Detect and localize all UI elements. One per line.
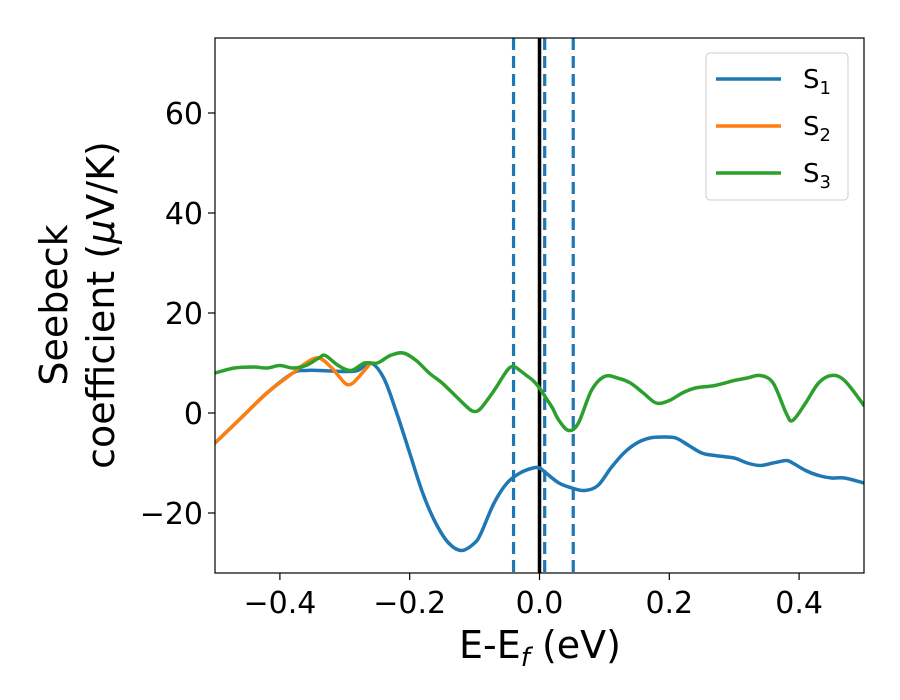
reference-lines [511, 38, 575, 573]
legend: S1 S2 S3 [705, 52, 849, 201]
y-tick-label: 60 [165, 97, 203, 132]
x-tick-label: 0.4 [775, 586, 823, 621]
y-axis-label-line2: coefficient (μV/K) [79, 141, 123, 469]
x-tick-label: −0.4 [243, 586, 316, 621]
legend-label-s3: S3 [803, 159, 831, 193]
x-axis-label: E-Ef (eV) [459, 623, 621, 673]
series-lines [215, 351, 864, 553]
legend-label-s2: S2 [803, 112, 831, 146]
y-tick-label: 40 [165, 197, 203, 232]
series-line-s3 [215, 351, 864, 433]
y-tick-label: 20 [165, 297, 203, 332]
x-tick-label: −0.2 [373, 586, 446, 621]
x-tick-label: 0.0 [516, 586, 564, 621]
x-tick-label: 0.2 [645, 586, 693, 621]
x-axis: −0.4 −0.2 0.0 0.2 0.4 [243, 573, 823, 621]
y-tick-label: 0 [184, 397, 203, 432]
y-axis-label-line1: Seebeck [32, 224, 76, 385]
y-axis: −20 0 20 40 60 [140, 97, 215, 532]
y-tick-label: −20 [140, 497, 203, 532]
legend-label-s1: S1 [803, 65, 831, 99]
